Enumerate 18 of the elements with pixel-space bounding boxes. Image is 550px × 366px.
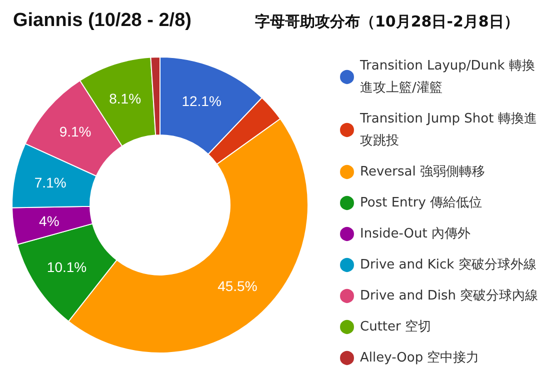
legend-label: Drive and Kick 突破分球外線 xyxy=(360,258,536,272)
chart-subtitle: 字母哥助攻分布（10月28日-2月8日） xyxy=(255,12,519,30)
legend-label: Transition Layup/Dunk 轉換進攻上籃/灌籃 xyxy=(359,58,535,96)
data-label: 12.1% xyxy=(182,92,222,109)
legend-label: Reversal 強弱側轉移 xyxy=(360,164,485,180)
data-label: 7.1% xyxy=(34,174,66,190)
legend-label: Transition Jump Shot 轉換進攻跳投 xyxy=(359,112,537,148)
data-label: 9.1% xyxy=(59,124,92,140)
legend-label: Cutter 空切 xyxy=(360,320,431,334)
legend-label: Drive and Dish 突破分球內線 xyxy=(360,288,538,304)
data-label: 10.1% xyxy=(46,259,87,276)
legend-label: Inside-Out 內傳外 xyxy=(360,226,470,242)
data-label: 4% xyxy=(39,213,60,230)
legend-label: Post Entry 傳給低位 xyxy=(360,196,482,210)
legend-label: Alley-Oop 空中接力 xyxy=(360,350,480,366)
chart-title: Giannis (10/28 - 2/8) xyxy=(13,10,192,31)
data-label: 8.1% xyxy=(109,90,142,107)
data-label: 45.5% xyxy=(218,278,258,294)
